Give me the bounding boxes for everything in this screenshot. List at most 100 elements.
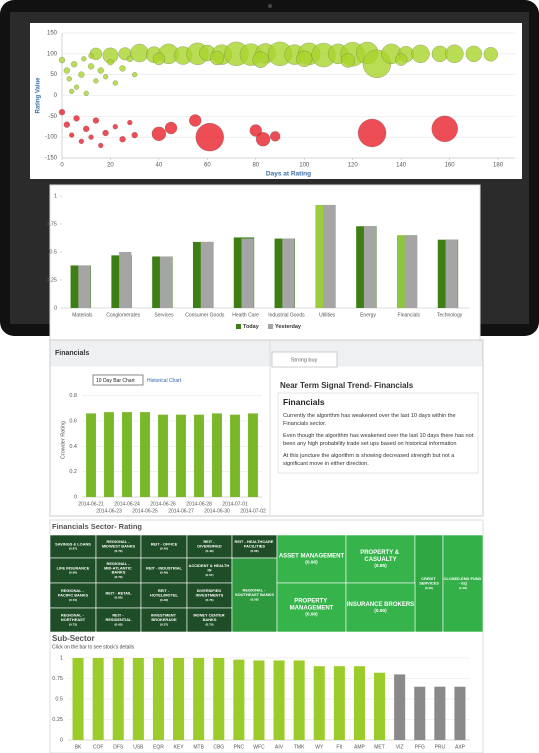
y-tick-label: 0.2	[69, 469, 77, 475]
bubble	[112, 80, 118, 86]
bar[interactable]	[273, 660, 285, 740]
chart-select-label[interactable]: 10 Day Bar Chart	[96, 378, 135, 384]
x-tick-label: CBG	[213, 744, 224, 750]
bar[interactable]	[434, 686, 446, 740]
bar	[119, 252, 132, 308]
treemap-value-label: (0.57)	[160, 622, 168, 626]
bubble	[119, 136, 126, 143]
bubble	[394, 53, 408, 66]
treemap-value-label: (0.85)	[374, 563, 387, 569]
tab[interactable]	[271, 351, 338, 368]
bubble	[188, 114, 202, 127]
y-tick-label: 50	[50, 72, 57, 78]
bubble	[151, 126, 167, 142]
treemap-value-label: (0.67)	[69, 547, 77, 551]
bar[interactable]	[72, 658, 84, 740]
bar[interactable]	[454, 686, 466, 740]
bar	[363, 226, 377, 308]
bubble	[411, 44, 430, 64]
bubble	[66, 76, 72, 82]
historical-link[interactable]: Historical Chart	[147, 378, 182, 384]
treemap-label: REGIONAL - SOUTHEAST BANKS	[235, 588, 274, 597]
treemap-label: REGIONAL - PACIFIC BANKS	[58, 588, 89, 597]
bubble	[131, 131, 138, 139]
bar[interactable]	[233, 659, 245, 740]
treemap-value-label: (1.00)	[459, 586, 467, 590]
bubble	[164, 121, 178, 135]
chart-subtitle: Click on the bar to see stock's details	[52, 644, 135, 650]
bar[interactable]	[374, 672, 386, 740]
treemap-cell	[231, 557, 278, 633]
bubble	[269, 131, 281, 142]
bubble	[130, 43, 149, 63]
x-tick-label: 2014-06-28	[186, 501, 212, 507]
chart-select[interactable]	[92, 374, 144, 386]
x-tick-label: MET	[374, 744, 385, 750]
bubble	[431, 115, 458, 143]
y-tick-label: 0.5	[49, 249, 57, 255]
tab-label[interactable]: Strong buy	[291, 357, 318, 363]
x-tick-label: 40	[156, 163, 163, 169]
bar	[200, 241, 213, 308]
treemap-label: REIT - DIVERSIFIED	[197, 539, 222, 548]
treemap-label: REIT - OFFICE	[151, 541, 178, 546]
legend-label: Today	[243, 324, 260, 330]
bar[interactable]	[132, 658, 144, 740]
y-tick-label: 0.5	[55, 696, 63, 702]
x-tick-label: COF	[93, 744, 104, 750]
treemap-cell	[414, 534, 444, 633]
bubble	[70, 61, 78, 68]
bar[interactable]	[414, 686, 426, 740]
bar[interactable]	[92, 658, 104, 740]
x-tick-label: Utilities	[319, 312, 336, 318]
bar	[122, 412, 132, 497]
bar[interactable]	[333, 666, 345, 740]
x-tick-label: 2014-07-01	[222, 501, 248, 507]
bar[interactable]	[173, 658, 185, 740]
x-tick-label: FII	[336, 744, 342, 750]
bar[interactable]	[394, 674, 406, 740]
bar	[404, 235, 417, 308]
bar[interactable]	[253, 660, 265, 740]
treemap-label: ACCIDENT & HEALTH IN	[189, 563, 231, 572]
bar	[241, 238, 254, 308]
treemap-value-label: (0.73)	[69, 598, 77, 602]
signal-subtitle: Financials	[283, 397, 325, 407]
y-axis-title: Crowder Rating	[60, 421, 66, 459]
treemap-value-label: (0.60)	[114, 622, 122, 626]
y-tick-label: 1	[60, 655, 63, 661]
x-tick-label: TMK	[294, 744, 305, 750]
treemap-label: SAVINGS & LOANS	[55, 541, 91, 546]
y-axis-title: Rating Value	[36, 77, 42, 114]
x-tick-label: 0	[60, 163, 64, 169]
x-tick-label: Consumer Goods	[185, 312, 225, 318]
x-tick-label: 2014-06-30	[204, 508, 230, 514]
treemap-label: LIFE INSURANCE	[57, 565, 90, 570]
treemap-label: REIT - INDUSTRIAL	[146, 565, 183, 570]
bar[interactable]	[353, 666, 365, 740]
treemap-label: REGIONAL - MIDWEST BANKS	[102, 539, 136, 548]
bar[interactable]	[112, 658, 124, 740]
x-tick-label: WY	[315, 744, 324, 750]
x-tick-label: 100	[299, 163, 310, 169]
bubble	[295, 50, 313, 68]
bubble	[83, 90, 89, 97]
bubble	[445, 44, 464, 64]
bar[interactable]	[152, 658, 164, 740]
bar[interactable]	[293, 660, 305, 740]
x-tick-label: EQR	[153, 744, 164, 750]
bubble	[255, 132, 271, 147]
treemap-value-label: (0.90)	[305, 560, 318, 566]
treemap-value-label: (0.58)	[250, 597, 258, 601]
x-tick-label: Technology	[437, 312, 463, 318]
bar[interactable]	[313, 666, 325, 740]
bar	[230, 414, 240, 497]
bar[interactable]	[193, 658, 205, 740]
x-tick-label: Services	[154, 312, 174, 318]
bar[interactable]	[213, 658, 225, 740]
bubble	[195, 122, 225, 152]
x-tick-label: Materials	[72, 312, 93, 318]
bar	[86, 413, 96, 497]
treemap-value-label: (0.70)	[114, 575, 122, 579]
treemap-label: REIT - RETAIL	[105, 590, 132, 595]
